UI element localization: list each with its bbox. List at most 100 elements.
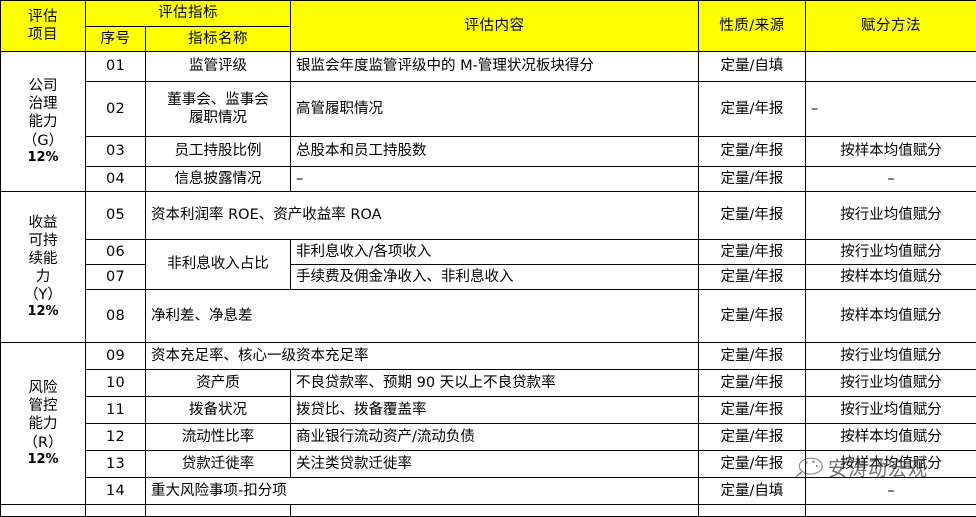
table-row: 13 贷款迁徙率 关注类贷款迁徙率 定量/年报 按样本均值赋分 (1, 451, 976, 478)
table-row: 02 董事会、监事会 履职情况 高管履职情况 定量/年报 – (1, 82, 976, 137)
row-source: 定量/年报 (699, 290, 806, 343)
partial-cell (699, 505, 806, 517)
row-seq: 06 (86, 240, 146, 265)
row-source: 定量/年报 (699, 265, 806, 290)
partial-cell (1, 505, 86, 517)
row-method: 按样本均值赋分 (806, 290, 976, 343)
row-name: 监管评级 (146, 52, 291, 82)
header-seq: 序号 (86, 27, 146, 52)
row-content: 非利息收入/各项收入 (291, 240, 699, 265)
row-content: 银监会年度监管评级中的 M-管理状况板块得分 (291, 52, 699, 82)
row-name: 贷款迁徙率 (146, 451, 291, 478)
row-seq: 11 (86, 397, 146, 424)
row-method: 按行业均值赋分 (806, 397, 976, 424)
partial-cell (806, 505, 976, 517)
category-line: 能力 (6, 113, 80, 131)
row-content: 关注类贷款迁徙率 (291, 451, 699, 478)
row-seq: 10 (86, 370, 146, 397)
row-seq: 02 (86, 82, 146, 137)
row-name: 员工持股比例 (146, 137, 291, 167)
category-weight: 12% (6, 452, 80, 468)
row-content: 不良贷款率、预期 90 天以上不良贷款率 (291, 370, 699, 397)
row-method: 按样本均值赋分 (806, 451, 976, 478)
row-source: 定量/年报 (699, 167, 806, 192)
category-line: 管控 (6, 397, 80, 415)
row-seq: 08 (86, 290, 146, 343)
row-content: 资本充足率、核心一级资本充足率 (146, 343, 699, 370)
row-method: 按样本均值赋分 (806, 424, 976, 451)
row-source: 定量/年报 (699, 137, 806, 167)
category-line: 收益 (6, 214, 80, 232)
row-source: 定量/年报 (699, 424, 806, 451)
row-content: 商业银行流动资产/流动负债 (291, 424, 699, 451)
row-name: 非利息收入占比 (146, 240, 291, 290)
row-seq: 14 (86, 478, 146, 505)
row-name: 流动性比率 (146, 424, 291, 451)
row-seq: 09 (86, 343, 146, 370)
row-seq: 07 (86, 265, 146, 290)
table-row: 14 重大风险事项-扣分项 定量/自填 – (1, 478, 976, 505)
row-name: 董事会、监事会 履职情况 (146, 82, 291, 137)
table-header: 评估 项目 评估指标 评估内容 性质/来源 赋分方法 序号 指标名称 (1, 1, 976, 52)
row-seq: 13 (86, 451, 146, 478)
row-content: 总股本和员工持股数 (291, 137, 699, 167)
table-row: 03 员工持股比例 总股本和员工持股数 定量/年报 按样本均值赋分 (1, 137, 976, 167)
header-category-line1: 评估 (6, 8, 80, 26)
row-source: 定量/年报 (699, 240, 806, 265)
header-category-line2: 项目 (6, 26, 80, 44)
category-line: 公司 (6, 77, 80, 95)
row-source: 定量/年报 (699, 397, 806, 424)
row-seq: 01 (86, 52, 146, 82)
row-content: 拨贷比、拨备覆盖率 (291, 397, 699, 424)
header-name: 指标名称 (146, 27, 291, 52)
row-method: 按行业均值赋分 (806, 370, 976, 397)
header-indicator-group: 评估指标 (86, 1, 291, 27)
table-body: 公司 治理 能力 （G） 12% 01 监管评级 银监会年度监管评级中的 M-管… (1, 52, 976, 517)
table-row-partial (1, 505, 976, 517)
row-content: 手续费及佣金净收入、非利息收入 (291, 265, 699, 290)
row-source: 定量/年报 (699, 343, 806, 370)
row-seq: 05 (86, 192, 146, 240)
row-name-line2: 履职情况 (151, 109, 285, 127)
category-line: （Y） (6, 286, 80, 304)
row-method: 按样本均值赋分 (806, 137, 976, 167)
row-name: 资产质 (146, 370, 291, 397)
row-name: 信息披露情况 (146, 167, 291, 192)
row-name-line1: 董事会、监事会 (151, 91, 285, 109)
header-category: 评估 项目 (1, 1, 86, 52)
partial-cell (86, 505, 146, 517)
row-method: 按行业均值赋分 (806, 343, 976, 370)
row-method: – (806, 82, 976, 137)
row-source: 定量/年报 (699, 370, 806, 397)
partial-cell (146, 505, 291, 517)
row-method: 按行业均值赋分 (806, 240, 976, 265)
category-line: 风险 (6, 379, 80, 397)
row-seq: 03 (86, 137, 146, 167)
category-line: 治理 (6, 95, 80, 113)
category-cell-earnings: 收益 可持 续能 力 （Y） 12% (1, 192, 86, 343)
table-row: 收益 可持 续能 力 （Y） 12% 05 资本利润率 ROE、资产收益率 RO… (1, 192, 976, 240)
table-row: 11 拨备状况 拨贷比、拨备覆盖率 定量/年报 按行业均值赋分 (1, 397, 976, 424)
table-row: 12 流动性比率 商业银行流动资产/流动负债 定量/年报 按样本均值赋分 (1, 424, 976, 451)
row-source: 定量/年报 (699, 451, 806, 478)
row-method: 按行业均值赋分 (806, 192, 976, 240)
row-method: 按样本均值赋分 (806, 265, 976, 290)
row-seq: 04 (86, 167, 146, 192)
row-source: 定量/年报 (699, 82, 806, 137)
category-line: 力 (6, 268, 80, 286)
table-row: 06 非利息收入占比 非利息收入/各项收入 定量/年报 按行业均值赋分 (1, 240, 976, 265)
category-line: 可持 (6, 232, 80, 250)
row-content: 资本利润率 ROE、资产收益率 ROA (146, 192, 699, 240)
table-row: 10 资产质 不良贷款率、预期 90 天以上不良贷款率 定量/年报 按行业均值赋… (1, 370, 976, 397)
category-line: 能力 (6, 415, 80, 433)
header-source: 性质/来源 (699, 1, 806, 52)
header-row-top: 评估 项目 评估指标 评估内容 性质/来源 赋分方法 (1, 1, 976, 27)
row-method: – (806, 478, 976, 505)
partial-cell (291, 505, 699, 517)
row-content: 重大风险事项-扣分项 (146, 478, 699, 505)
row-source: 定量/自填 (699, 52, 806, 82)
row-name: 拨备状况 (146, 397, 291, 424)
row-content: – (291, 167, 699, 192)
table-row: 风险 管控 能力 （R） 12% 09 资本充足率、核心一级资本充足率 定量/年… (1, 343, 976, 370)
